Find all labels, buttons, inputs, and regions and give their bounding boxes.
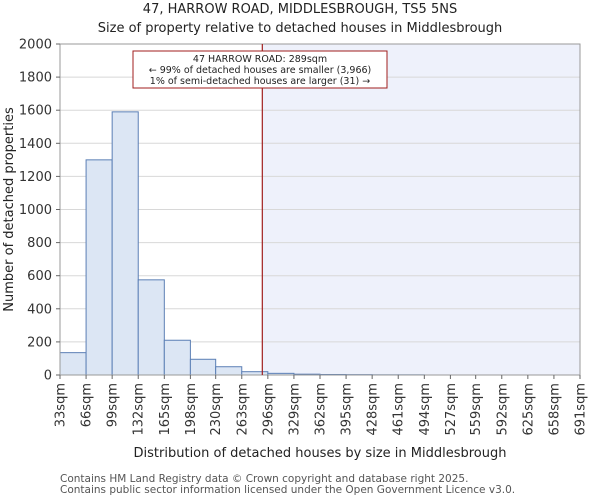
histogram-bar <box>189 358 217 376</box>
x-tick-label: 395sqm <box>340 383 355 436</box>
chart-title: 47, HARROW ROAD, MIDDLESBROUGH, TS5 5NS <box>142 2 458 17</box>
x-tick-label: 592sqm <box>495 383 510 436</box>
y-tick-label: 200 <box>27 335 52 350</box>
x-tick-label: 33sqm <box>54 383 69 427</box>
histogram-chart: 0 200 400 600 800 1000 1200 1400 1600 1800 2000 33s… <box>2 38 589 462</box>
x-tick-label: 165sqm <box>158 383 173 436</box>
x-tick-label: 296sqm <box>261 383 276 436</box>
x-tick-label: 263sqm <box>235 383 250 436</box>
y-tick-label: 400 <box>27 302 52 317</box>
annotation-label-line3: 1% of semi-detached houses are larger (3… <box>150 76 370 87</box>
x-tick-label: 461sqm <box>392 383 407 436</box>
footer-licence: Contains public sector information licen… <box>60 484 516 496</box>
x-tick-label: 658sqm <box>547 383 562 436</box>
histogram-bar <box>163 339 191 376</box>
x-tick-label: 66sqm <box>80 383 95 427</box>
x-tick-label: 527sqm <box>444 383 459 436</box>
y-tick-label: 800 <box>27 236 52 251</box>
x-tick-label: 132sqm <box>132 383 147 436</box>
footer-copyright: Contains HM Land Registry data © Crown c… <box>60 473 469 485</box>
y-tick-label: 1400 <box>19 137 52 152</box>
x-tick-label: 559sqm <box>469 383 484 436</box>
x-tick-label: 625sqm <box>521 383 536 436</box>
histogram-bar <box>111 111 139 376</box>
x-tick-label: 329sqm <box>287 383 302 436</box>
y-tick-label: 1600 <box>19 104 52 119</box>
annotation-box <box>132 50 388 89</box>
x-tick-label: 198sqm <box>184 383 199 436</box>
y-axis-title: Number of detached properties <box>2 107 17 312</box>
annotation-label-line1: 47 HARROW ROAD: 289sqm <box>193 54 327 65</box>
y-tick-label: 2000 <box>19 38 52 53</box>
x-tick-label: 691sqm <box>574 383 589 436</box>
x-tick-label: 362sqm <box>314 383 329 436</box>
y-tick-label: 1000 <box>19 203 52 218</box>
x-tick-label: 230sqm <box>209 383 224 436</box>
histogram-bar <box>59 352 87 376</box>
x-axis-title: Distribution of detached houses by size … <box>134 446 507 461</box>
chart-subtitle: Size of property relative to detached ho… <box>97 21 503 36</box>
histogram-bar <box>137 279 165 376</box>
y-tick-label: 1800 <box>19 71 52 86</box>
y-tick-label: 600 <box>27 269 52 284</box>
x-tick-label: 494sqm <box>418 383 433 436</box>
histogram-bar <box>215 366 243 376</box>
x-tick-label: 99sqm <box>106 383 121 427</box>
y-tick-label: 0 <box>44 369 52 384</box>
histogram-bar <box>85 159 113 376</box>
annotation-label-line2: ← 99% of detached houses are smaller (3,… <box>149 65 372 76</box>
x-tick-label: 428sqm <box>366 383 381 436</box>
y-tick-label: 1200 <box>19 170 52 185</box>
